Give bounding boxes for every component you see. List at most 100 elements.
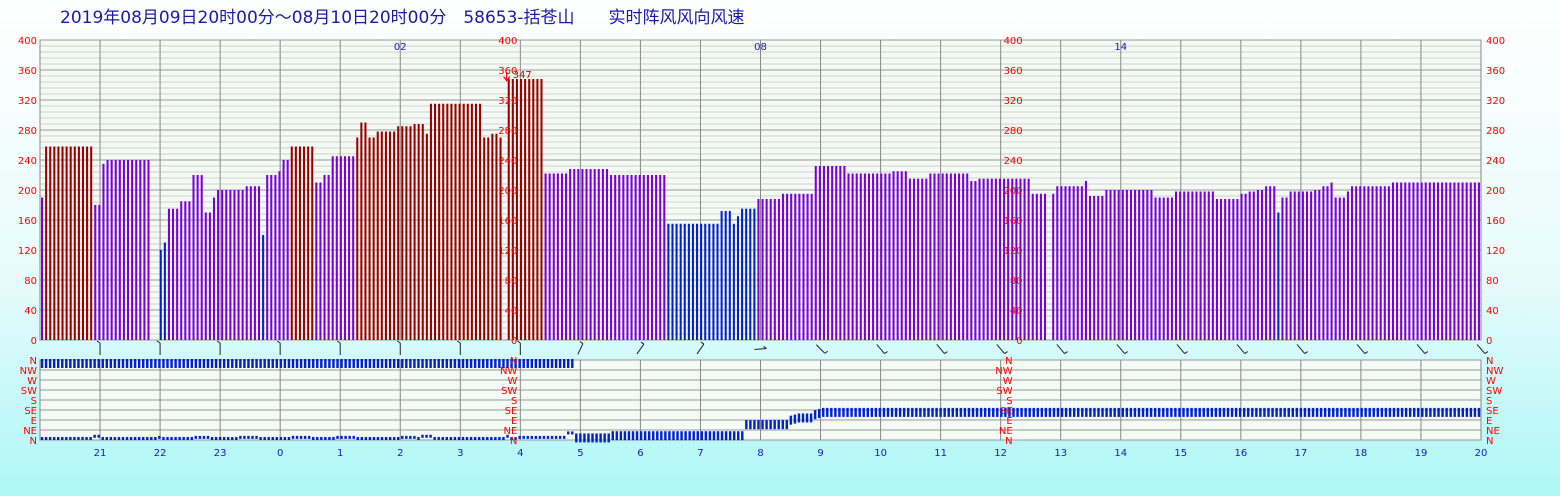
direction-bar-north	[61, 437, 64, 440]
direction-tick-label: SE	[505, 406, 518, 417]
direction-bar	[1133, 407, 1137, 417]
direction-bar	[1012, 407, 1015, 417]
speed-bar	[986, 178, 989, 340]
direction-bar	[101, 359, 104, 368]
speed-bar	[163, 242, 166, 340]
direction-bar	[1396, 407, 1400, 417]
direction-bar	[364, 359, 368, 368]
direction-tick-label: N	[510, 356, 517, 367]
speed-bar	[237, 190, 240, 340]
direction-bar	[44, 359, 48, 368]
wind-barb-tick	[1184, 351, 1188, 355]
direction-bar	[692, 431, 695, 441]
speed-bar	[863, 173, 866, 340]
direction-bar	[397, 359, 400, 368]
speed-bar	[1428, 182, 1431, 340]
direction-bar	[1000, 407, 1003, 417]
direction-bar	[1036, 407, 1039, 417]
direction-bar	[886, 407, 890, 417]
direction-bar	[1178, 407, 1181, 417]
speed-tick-label: 200	[498, 186, 517, 197]
direction-bar	[567, 359, 570, 368]
speed-bar	[679, 223, 682, 340]
speed-bar	[126, 160, 130, 340]
speed-bar	[859, 173, 862, 340]
speed-bar	[1441, 182, 1444, 340]
speed-bar	[581, 169, 584, 340]
speed-bar	[1076, 186, 1079, 340]
speed-bar	[159, 250, 162, 340]
speed-bar	[1039, 193, 1042, 340]
direction-bar	[1153, 407, 1157, 417]
wind-barb-tick	[1244, 351, 1248, 355]
speed-bar	[1285, 197, 1288, 340]
direction-bar	[935, 407, 938, 417]
speed-tick-label: 240	[498, 156, 517, 167]
direction-bar-north	[259, 437, 262, 440]
speed-tick-label: 240	[18, 156, 37, 167]
wind-barb-tick	[1124, 351, 1128, 355]
direction-bar	[1429, 407, 1432, 417]
direction-bar	[1259, 407, 1262, 417]
direction-bar	[1477, 407, 1481, 417]
direction-bar	[854, 407, 857, 417]
direction-axes: NNEESESSWWNWNNNEESESSWWNWNNNEESESSWWNWNN…	[20, 356, 1504, 447]
direction-bar	[1449, 407, 1452, 417]
direction-bar	[866, 407, 869, 417]
speed-bar	[1043, 193, 1047, 340]
direction-bar	[902, 407, 906, 417]
speed-bar	[1121, 190, 1124, 340]
speed-bar	[307, 146, 310, 340]
direction-bar	[558, 359, 562, 368]
speed-bar	[1142, 190, 1145, 340]
speed-bar	[1027, 178, 1030, 340]
speed-tick-label: 280	[1486, 126, 1505, 137]
speed-bar	[1330, 182, 1333, 340]
speed-bar	[519, 79, 523, 340]
direction-bar	[1275, 407, 1278, 417]
direction-bar-north	[142, 437, 145, 440]
direction-bar-north	[101, 437, 104, 440]
direction-bar	[623, 431, 627, 441]
speed-bar	[912, 178, 916, 340]
speed-bar	[57, 146, 60, 340]
direction-tick-label: S	[31, 396, 37, 407]
speed-bar	[1191, 191, 1194, 340]
direction-bar	[295, 359, 299, 368]
speed-bar	[921, 178, 924, 340]
direction-bar	[1077, 407, 1080, 417]
direction-tick-label: SW	[21, 386, 37, 397]
direction-bar	[1194, 407, 1197, 417]
direction-bar	[154, 359, 157, 368]
direction-bar	[1376, 407, 1379, 417]
direction-bar	[1190, 407, 1193, 417]
direction-bar-north	[275, 437, 279, 440]
direction-bar	[656, 431, 659, 441]
speed-bar	[49, 146, 52, 340]
direction-bar-north	[567, 431, 570, 435]
direction-bar-north	[320, 437, 323, 440]
direction-bar	[65, 359, 68, 368]
speed-bar	[405, 126, 408, 340]
direction-bar-north	[137, 437, 141, 440]
speed-bar	[438, 103, 441, 340]
speed-bar	[1449, 182, 1452, 340]
speed-bar	[1244, 193, 1247, 340]
direction-bar	[522, 359, 525, 368]
direction-bar-north	[57, 437, 60, 440]
x-tick-label: 12	[994, 448, 1007, 459]
wind-barb-tick	[824, 350, 829, 354]
speed-bar	[998, 178, 1002, 340]
direction-bar	[724, 431, 728, 441]
direction-bar	[332, 359, 335, 368]
speed-bar	[311, 146, 314, 340]
direction-tick-label: E	[31, 416, 37, 427]
direction-bar	[817, 409, 821, 418]
direction-bar	[1186, 407, 1189, 417]
direction-bar	[1271, 407, 1274, 417]
direction-bar	[1384, 407, 1388, 417]
direction-bar	[708, 431, 712, 441]
direction-bar-north	[538, 435, 542, 439]
direction-bar-north	[409, 435, 412, 439]
x-tick-label: 10	[874, 448, 887, 459]
